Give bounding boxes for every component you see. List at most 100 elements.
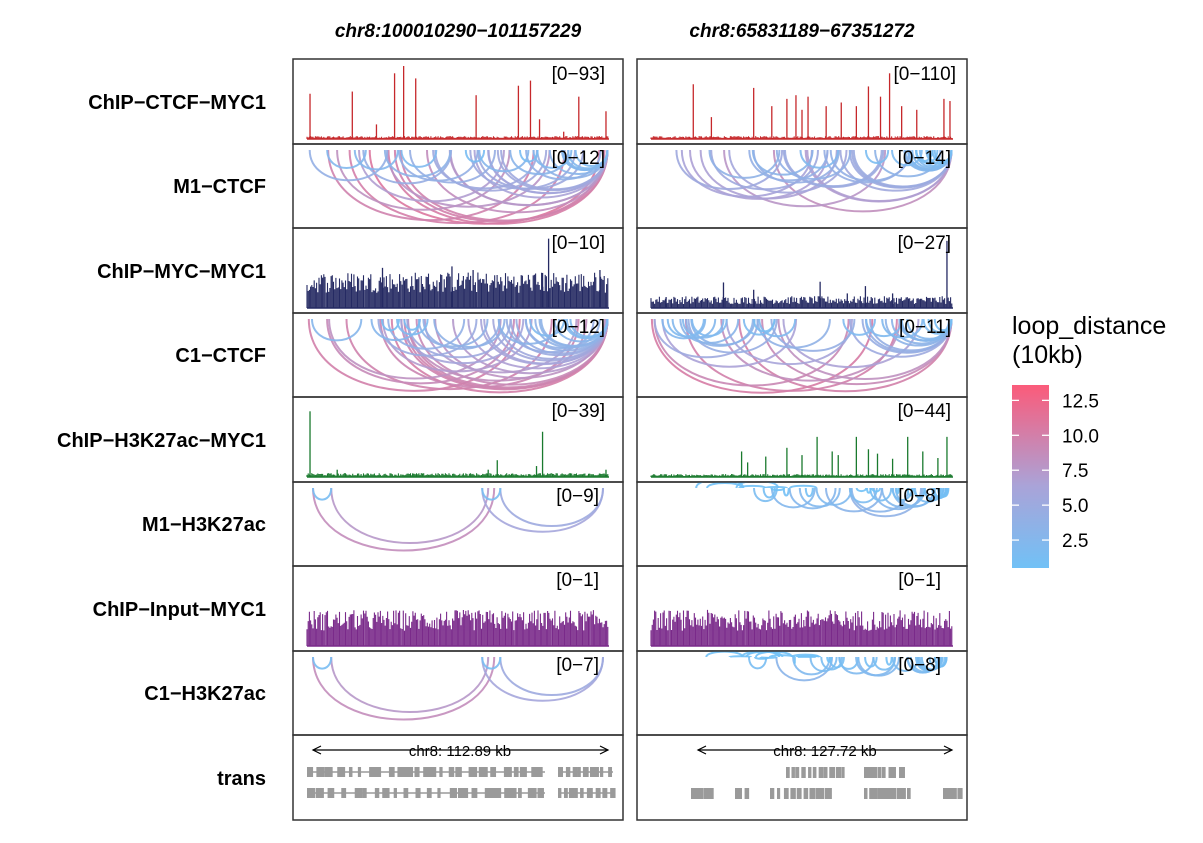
legend-title-unit: (10kb)	[1012, 341, 1083, 369]
column-title-2: chr8:65831189−67351272	[689, 21, 915, 42]
loop-arc	[383, 149, 452, 178]
loop-arc	[671, 318, 717, 340]
gene-exon	[770, 788, 775, 799]
loop-arc	[763, 485, 788, 489]
gene-exon	[898, 767, 905, 778]
gene-exon	[608, 767, 613, 777]
range-label: [0−12]	[552, 148, 605, 169]
gene-exon	[877, 788, 884, 799]
loop-arc	[377, 318, 478, 357]
gene-exon	[706, 788, 711, 799]
gene-exon	[374, 788, 380, 798]
gene-exon	[695, 788, 701, 799]
track-panel	[292, 734, 624, 821]
gene-exon	[943, 788, 948, 799]
track-label-m1-ctcf: M1−CTCF	[173, 176, 266, 198]
gene-exon	[513, 767, 519, 777]
loop-arc	[789, 484, 818, 489]
loop-arc	[650, 318, 874, 394]
loop-arc	[312, 487, 496, 552]
gene-exon	[426, 788, 432, 798]
gene-exon	[478, 767, 488, 777]
loop-arc	[569, 318, 609, 338]
range-label: [0−1]	[898, 570, 941, 591]
gene-exon	[393, 788, 397, 798]
loop-arc	[799, 149, 839, 169]
gene-exon	[337, 767, 346, 777]
loop-arc	[934, 656, 948, 668]
loop-arc	[481, 656, 502, 670]
loop-arc	[915, 149, 934, 162]
loop-arc	[748, 656, 768, 670]
loop-arc	[353, 149, 399, 171]
track-label-c1-ctcf: C1−CTCF	[175, 345, 266, 367]
loop-arc	[920, 656, 944, 671]
loop-arc	[505, 318, 595, 354]
loop-arc	[434, 149, 548, 192]
loop-arc	[928, 656, 946, 669]
loop-arc	[933, 318, 953, 332]
loop-arc	[695, 482, 745, 489]
loop-arc	[403, 318, 421, 331]
loop-arc	[825, 487, 883, 513]
loop-arc	[865, 318, 903, 338]
gene-exon	[796, 788, 802, 799]
loop-arc	[653, 318, 759, 359]
loop-arc	[680, 149, 813, 198]
range-label: [0−10]	[552, 233, 605, 254]
loop-arc	[891, 487, 913, 501]
gene-exon	[457, 788, 467, 798]
track-panel	[636, 481, 968, 567]
gene-exon	[599, 767, 604, 777]
loop-arc	[708, 149, 781, 179]
loop-arc	[933, 487, 948, 499]
loop-arc	[885, 656, 893, 666]
range-label: [0−39]	[552, 401, 605, 422]
gene-exon	[808, 767, 812, 778]
loop-arc	[362, 149, 453, 185]
range-label: [0−8]	[898, 486, 941, 507]
gene-exon	[558, 767, 564, 777]
column-title-1: chr8:100010290−101157229	[335, 21, 582, 42]
gene-exon	[558, 788, 562, 798]
gene-exon	[877, 767, 882, 778]
gene-exon	[744, 788, 750, 799]
gene-exon	[735, 788, 741, 799]
signal-bars	[306, 136, 609, 139]
gene-exon	[595, 788, 601, 798]
loop-arc	[753, 487, 778, 503]
gene-exon	[403, 788, 409, 798]
gene-exon	[803, 788, 809, 799]
track-panel	[636, 143, 968, 229]
panel-border	[292, 734, 624, 821]
signal-bars	[306, 272, 609, 308]
loop-arc	[529, 318, 566, 337]
signal-bars	[650, 609, 953, 646]
gene-exon	[574, 788, 578, 798]
gene-exon	[819, 788, 825, 799]
loop-arc	[758, 318, 797, 338]
loop-arc	[690, 318, 756, 346]
loop-arc	[380, 318, 400, 332]
loop-arc	[311, 318, 363, 342]
gene-exon	[354, 788, 363, 798]
gene-exon	[828, 788, 832, 799]
loop-arc	[738, 484, 767, 489]
gene-exon	[376, 767, 382, 777]
loop-arc	[913, 487, 926, 499]
loop-arc	[417, 318, 489, 348]
loop-arc	[687, 318, 778, 354]
track-panel	[292, 396, 624, 483]
gene-exon	[869, 788, 875, 799]
legend-title: loop_distance	[1012, 312, 1166, 340]
gene-exon	[835, 767, 842, 778]
loop-arc	[524, 318, 601, 349]
loop-arc	[855, 487, 868, 493]
loop-arc	[681, 318, 725, 339]
loop-arc	[500, 149, 609, 191]
gene-exon	[786, 767, 790, 778]
gene-exon	[404, 767, 414, 777]
gene-exon	[348, 767, 353, 777]
gene-exon	[565, 767, 571, 777]
loop-arc	[838, 656, 860, 670]
